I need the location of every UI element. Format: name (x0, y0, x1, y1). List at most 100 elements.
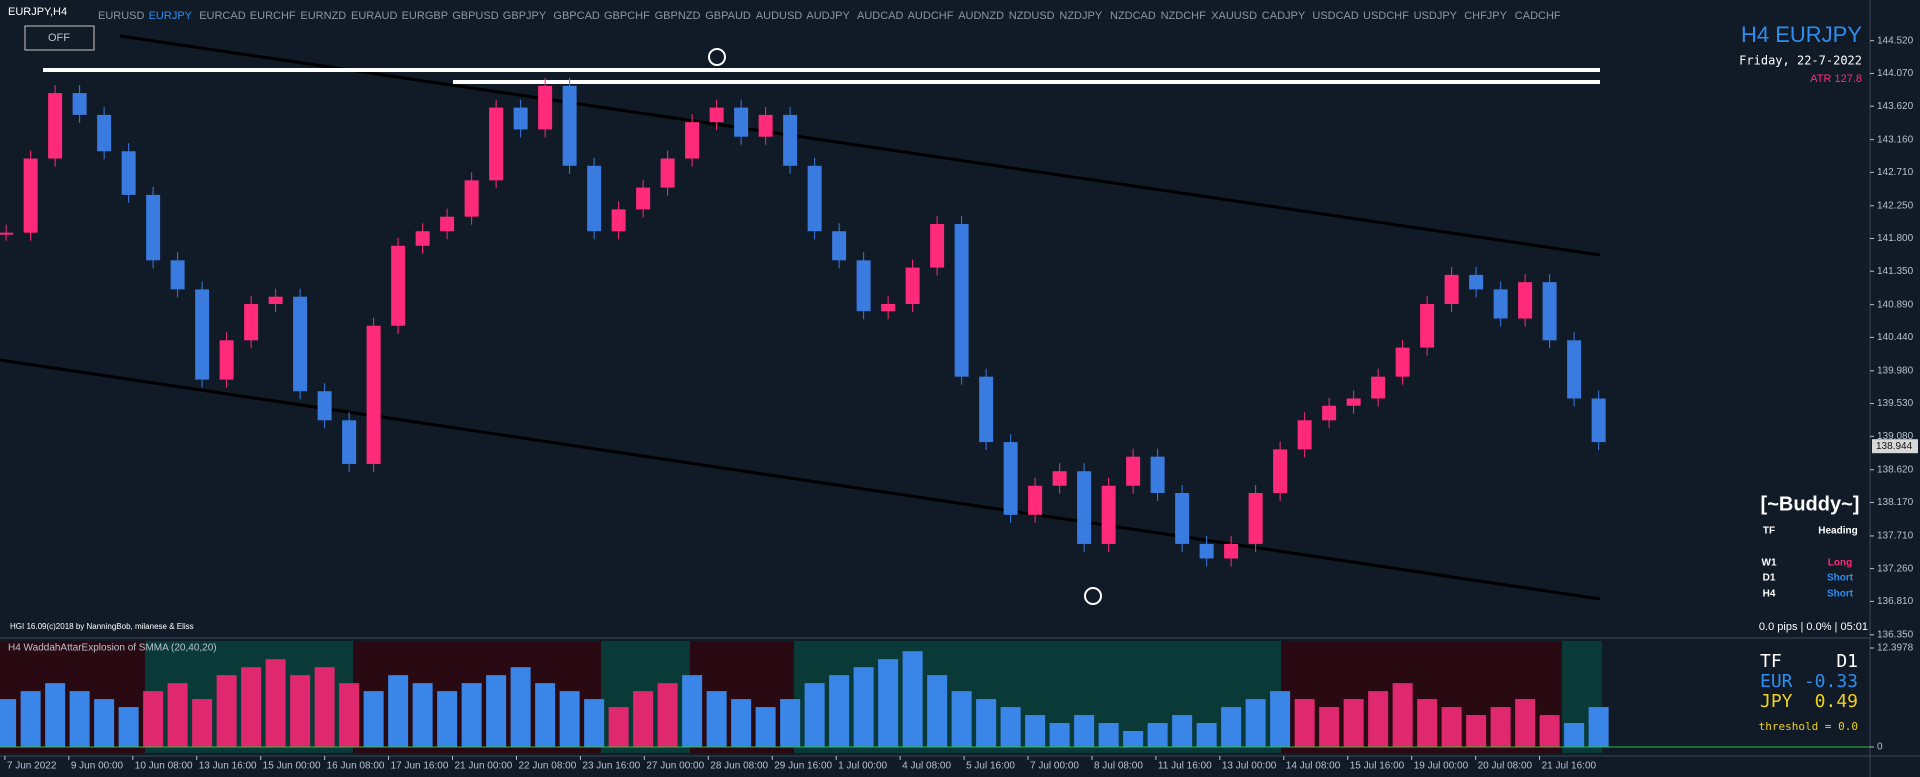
candle-body (685, 122, 700, 159)
candle-body (660, 158, 675, 188)
panel-heading: Short (1827, 589, 1854, 600)
histogram-bar (486, 675, 507, 747)
symbol-tab[interactable]: AUDCAD (857, 10, 904, 22)
histogram-bar (780, 699, 801, 747)
symbol-tab[interactable]: USDCAD (1312, 10, 1359, 22)
x-tick-label: 14 Jul 08:00 (1286, 761, 1341, 772)
symbol-tab[interactable]: AUDJPY (806, 10, 850, 22)
candle-body (244, 303, 259, 341)
symbol-tab[interactable]: GBPCHF (604, 10, 650, 22)
box-tf: TF (1760, 651, 1782, 672)
histogram-bar (1270, 691, 1291, 747)
off-button[interactable] (24, 25, 95, 51)
symbol-tab[interactable]: NZDJPY (1059, 10, 1102, 22)
symbol-tab[interactable]: AUDUSD (756, 10, 803, 22)
symbol-tab[interactable]: GBPUSD (452, 10, 499, 22)
symbol-tab[interactable]: AUDNZD (958, 10, 1004, 22)
x-tick-label: 9 Jun 00:00 (71, 761, 124, 772)
candle-body (1518, 282, 1533, 319)
x-tick-label: 15 Jun 00:00 (263, 761, 321, 772)
symbol-tab[interactable]: EURCAD (199, 10, 246, 22)
candle-body (1003, 442, 1018, 515)
symbol-tab[interactable]: EURAUD (351, 10, 398, 22)
candle-body (72, 93, 87, 115)
candle-body (1493, 289, 1508, 319)
candle-body (195, 289, 210, 380)
y-tick-label: 144.520 (1877, 35, 1914, 46)
y-tick-label: 138.620 (1877, 464, 1914, 475)
histogram-bar (167, 683, 188, 747)
candle-body (317, 391, 332, 421)
date: Friday, 22-7-2022 (1739, 54, 1862, 68)
symbol-tab[interactable]: EURNZD (300, 10, 346, 22)
indicator-title: H4 WaddahAttarExplosion of SMMA (20,40,2… (8, 643, 217, 654)
symbol-tab[interactable]: GBPCAD (553, 10, 600, 22)
symbol-tab[interactable]: USDJPY (1414, 10, 1458, 22)
histogram-bar (951, 691, 972, 747)
box-threshold: threshold = 0.0 (1759, 720, 1858, 733)
symbol-tab[interactable]: GBPAUD (705, 10, 751, 22)
symbol-tab[interactable]: CADJPY (1262, 10, 1306, 22)
y-tick-label: 139.980 (1877, 365, 1914, 376)
histogram-bar (878, 659, 899, 747)
symbol-tab[interactable]: NZDCAD (1110, 10, 1156, 22)
box-eur: EUR (1760, 671, 1793, 692)
symbol-tab[interactable]: NZDCHF (1161, 10, 1206, 22)
histogram-bar (1074, 715, 1095, 747)
y-tick-label: 137.710 (1877, 531, 1914, 542)
x-tick-label: 23 Jun 16:00 (582, 761, 640, 772)
symbol-tab[interactable]: EURUSD (98, 10, 145, 22)
histogram-bar (363, 691, 384, 747)
y-tick-label: 139.080 (1877, 431, 1914, 442)
x-tick-label: 19 Jul 00:00 (1414, 761, 1469, 772)
candle-body (1126, 456, 1141, 486)
x-tick-label: 13 Jun 16:00 (199, 761, 257, 772)
symbol-tab[interactable]: XAUUSD (1211, 10, 1257, 22)
candle-body (856, 260, 871, 312)
box-jpy-value: 0.49 (1815, 691, 1858, 712)
candle-body (1273, 449, 1288, 494)
panel-heading: Long (1828, 558, 1852, 569)
histogram-bar (1098, 723, 1119, 747)
histogram-bar (388, 675, 409, 747)
symbol-tab[interactable]: CADCHF (1515, 10, 1561, 22)
panel-tf: H4 (1763, 589, 1776, 600)
histogram-bar (314, 667, 335, 747)
channel-upper (119, 34, 1601, 257)
x-tick-label: 16 Jun 08:00 (327, 761, 385, 772)
symbol-tab[interactable]: GBPNZD (655, 10, 701, 22)
histogram-bar (559, 691, 580, 747)
candle-body (415, 231, 430, 246)
x-tick-label: 27 Jun 00:00 (646, 761, 704, 772)
channel-lower (0, 358, 1601, 601)
symbol-tab[interactable]: GBPJPY (503, 10, 547, 22)
x-tick-label: 22 Jun 08:00 (518, 761, 576, 772)
histogram-bar (1294, 699, 1315, 747)
credit: HGI 16.09(c)2018 by NanningBob, milanese… (10, 622, 194, 631)
histogram-bar (1000, 707, 1021, 747)
symbol-tab[interactable]: NZDUSD (1009, 10, 1055, 22)
symbol-tab[interactable]: EURGBP (402, 10, 448, 22)
price-tag (1872, 439, 1918, 454)
candle-body (1542, 282, 1557, 341)
histogram-bar (1343, 699, 1364, 747)
off-button-label[interactable]: OFF (48, 32, 70, 44)
x-tick-label: 29 Jun 16:00 (774, 761, 832, 772)
symbol-tab[interactable]: CHFJPY (1464, 10, 1507, 22)
symbol-tab[interactable]: AUDCHF (908, 10, 954, 22)
symbol-tab[interactable]: EURJPY (149, 10, 193, 22)
y-tick-label: 140.440 (1877, 332, 1914, 343)
histogram (0, 651, 1609, 747)
y-tick-label: 143.620 (1877, 101, 1914, 112)
histogram-bar (633, 691, 654, 747)
histogram-bar (0, 699, 17, 747)
candle-body (562, 85, 577, 166)
y-tick-label: 138.170 (1877, 497, 1914, 508)
symbol-tab[interactable]: EURCHF (250, 10, 296, 22)
x-tick-label: 17 Jun 16:00 (391, 761, 449, 772)
histogram-bar (1221, 707, 1242, 747)
histogram-bar (216, 675, 237, 747)
candle-body (342, 420, 357, 464)
candle-body (783, 114, 798, 166)
symbol-tab[interactable]: USDCHF (1363, 10, 1409, 22)
